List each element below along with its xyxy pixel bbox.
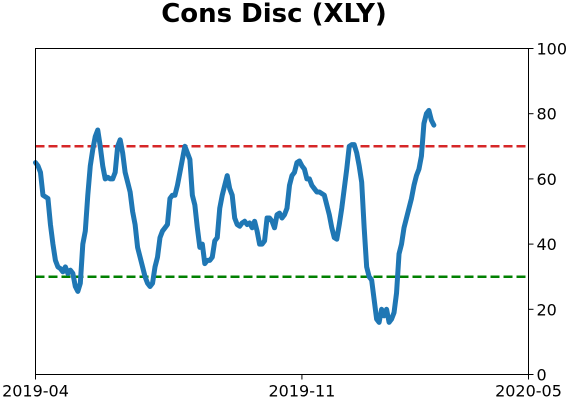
plot-area-frame <box>35 48 529 375</box>
y-tick-label: 0 <box>537 366 547 385</box>
series-line-0 <box>33 107 437 325</box>
reference-lines <box>35 145 529 278</box>
chart-title: Cons Disc (XLY) <box>161 0 387 29</box>
y-tick-label: 40 <box>537 235 557 254</box>
x-tick-label: 2019-04 <box>2 382 69 401</box>
x-axis: 2019-04 2019-11 2020-05 <box>2 374 562 401</box>
x-tick-label: 2019-11 <box>268 382 335 401</box>
y-tick-label: 20 <box>537 300 557 319</box>
x-tick-label: 2020-05 <box>495 382 562 401</box>
y-tick-label: 60 <box>537 170 557 189</box>
y-tick-label: 80 <box>537 105 557 124</box>
series-layer <box>33 107 437 325</box>
y-tick-label: 100 <box>537 40 568 59</box>
y-axis: 0 20 40 60 80 100 <box>528 40 568 385</box>
